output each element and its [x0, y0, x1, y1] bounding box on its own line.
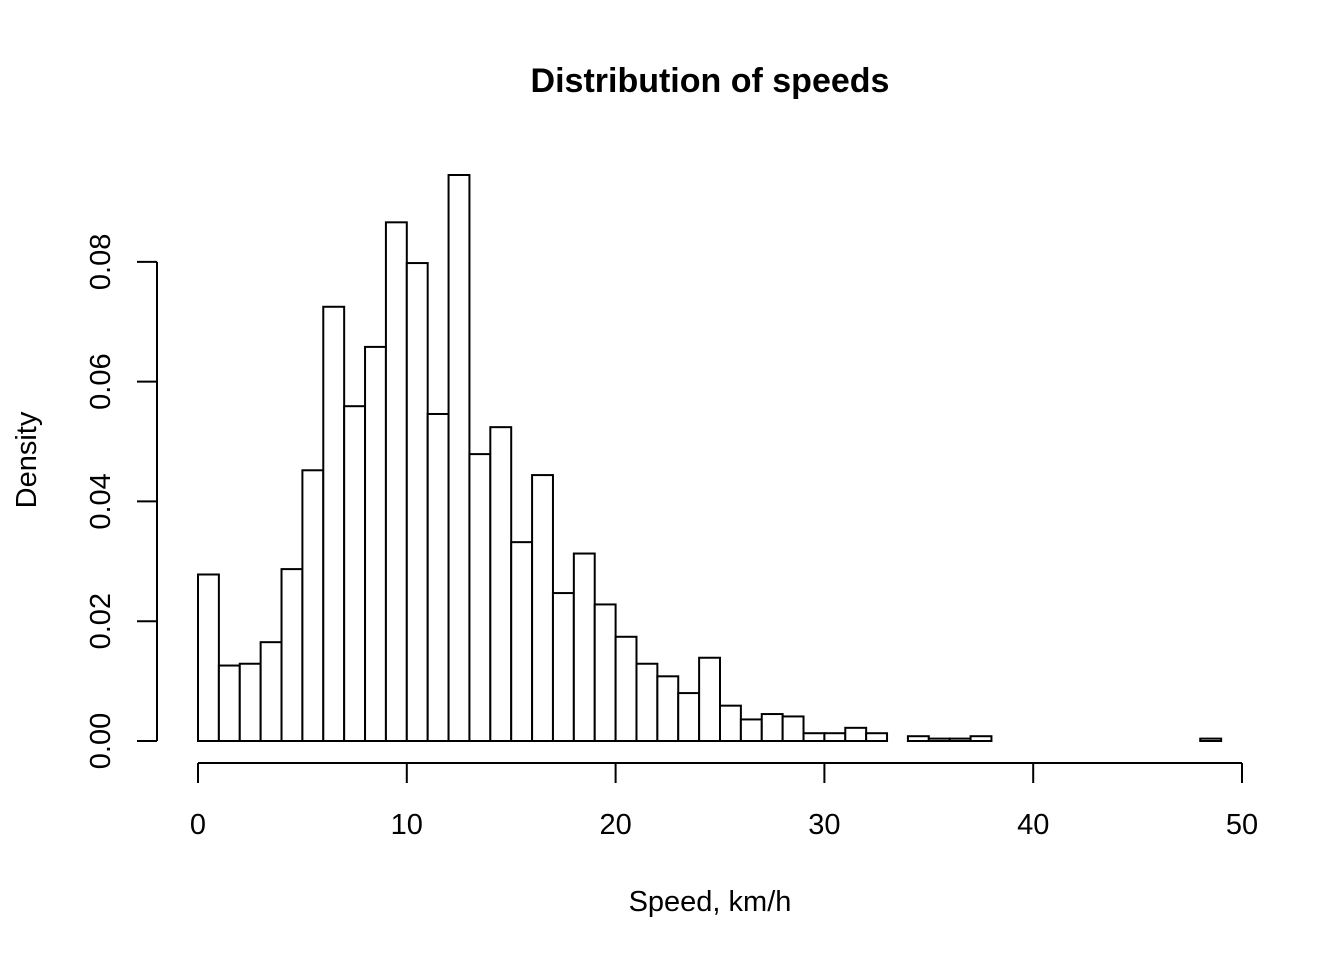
histogram-bar — [823, 732, 847, 742]
histogram-bar — [343, 405, 367, 742]
histogram-bar — [301, 469, 325, 742]
y-tick-label: 0.04 — [85, 473, 117, 529]
histogram-bar — [969, 735, 993, 742]
x-tick-label: 30 — [808, 809, 840, 841]
histogram-bar — [238, 662, 262, 743]
histogram-bar — [781, 715, 805, 742]
histogram-bar — [906, 735, 930, 742]
histogram-bar — [259, 641, 283, 743]
histogram-bar — [698, 656, 721, 742]
histogram-bar — [865, 732, 889, 742]
histogram-bar — [405, 262, 429, 742]
histogram-bar — [656, 675, 680, 742]
histogram-bar — [551, 592, 575, 742]
x-tick-label: 0 — [190, 809, 206, 841]
histogram-bar — [677, 692, 701, 742]
y-axis-label: Density — [11, 411, 43, 508]
histogram-bar — [384, 221, 408, 742]
x-axis-label: Speed, km/h — [629, 886, 792, 918]
histogram-bar — [426, 412, 450, 742]
x-tick-label: 10 — [391, 809, 423, 841]
y-axis: 0.00 0.02 0.04 0.06 0.08 — [85, 234, 158, 769]
histogram-bar — [635, 662, 659, 743]
histogram-bar — [760, 713, 784, 742]
histogram-bar — [468, 453, 492, 742]
histogram-bar — [510, 541, 534, 742]
histogram-bar — [593, 603, 617, 743]
chart-title: Distribution of speeds — [531, 62, 890, 100]
histogram-bar — [197, 573, 220, 742]
histogram-bar — [489, 426, 513, 742]
histogram-bar — [614, 635, 638, 742]
x-tick-label: 20 — [599, 809, 631, 841]
histogram-bar — [802, 732, 826, 742]
histogram-bar — [322, 305, 346, 742]
x-axis: 0 10 20 30 40 50 — [190, 762, 1258, 841]
x-tick-label: 50 — [1226, 809, 1258, 841]
histogram-bar — [217, 664, 241, 743]
y-tick-label: 0.00 — [85, 713, 117, 769]
y-tick-label: 0.08 — [85, 234, 117, 290]
histogram-bar — [948, 737, 972, 742]
x-tick-label: 40 — [1017, 809, 1049, 841]
y-tick-label: 0.06 — [85, 353, 117, 409]
histogram-bar — [280, 568, 304, 743]
histogram-bar — [531, 474, 554, 742]
histogram-bar — [364, 345, 387, 742]
histogram-bar — [739, 718, 763, 742]
histogram-bar — [1199, 737, 1223, 742]
y-tick-label: 0.02 — [85, 593, 117, 649]
bars-group — [197, 174, 1223, 743]
histogram-bar — [719, 704, 742, 743]
histogram-bar — [447, 174, 471, 743]
histogram-bar — [927, 737, 951, 742]
histogram-bar — [572, 552, 596, 742]
histogram-bar — [844, 726, 868, 743]
